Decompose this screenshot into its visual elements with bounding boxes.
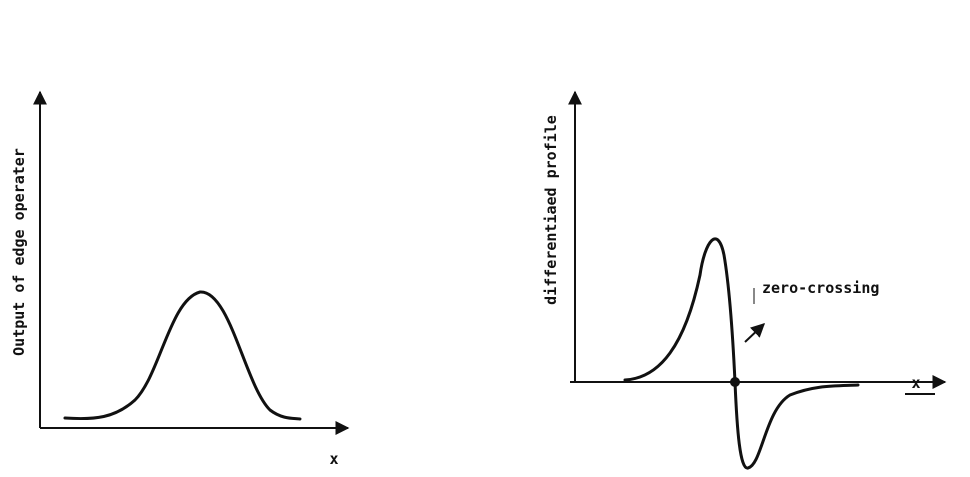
zero-crossing-point [730, 377, 740, 387]
diagram: Output of edge operater x zero-crossing … [0, 0, 970, 473]
annotation: zero-crossing [762, 279, 879, 297]
derivative-curve [625, 239, 858, 468]
y-axis-label: Output of edge operater [10, 148, 28, 356]
y-axis-label: differentiaed profile [542, 115, 560, 305]
annotation-arrow [745, 324, 764, 342]
x-axis-label: x [329, 450, 338, 468]
left-panel: Output of edge operater x [10, 92, 348, 468]
right-panel: zero-crossing differentiaed profile x [542, 92, 945, 468]
x-axis-label: x [911, 374, 920, 392]
page: {"panels": [ {"y_label": "Output of edge… [0, 0, 970, 473]
gaussian-curve [65, 292, 300, 419]
